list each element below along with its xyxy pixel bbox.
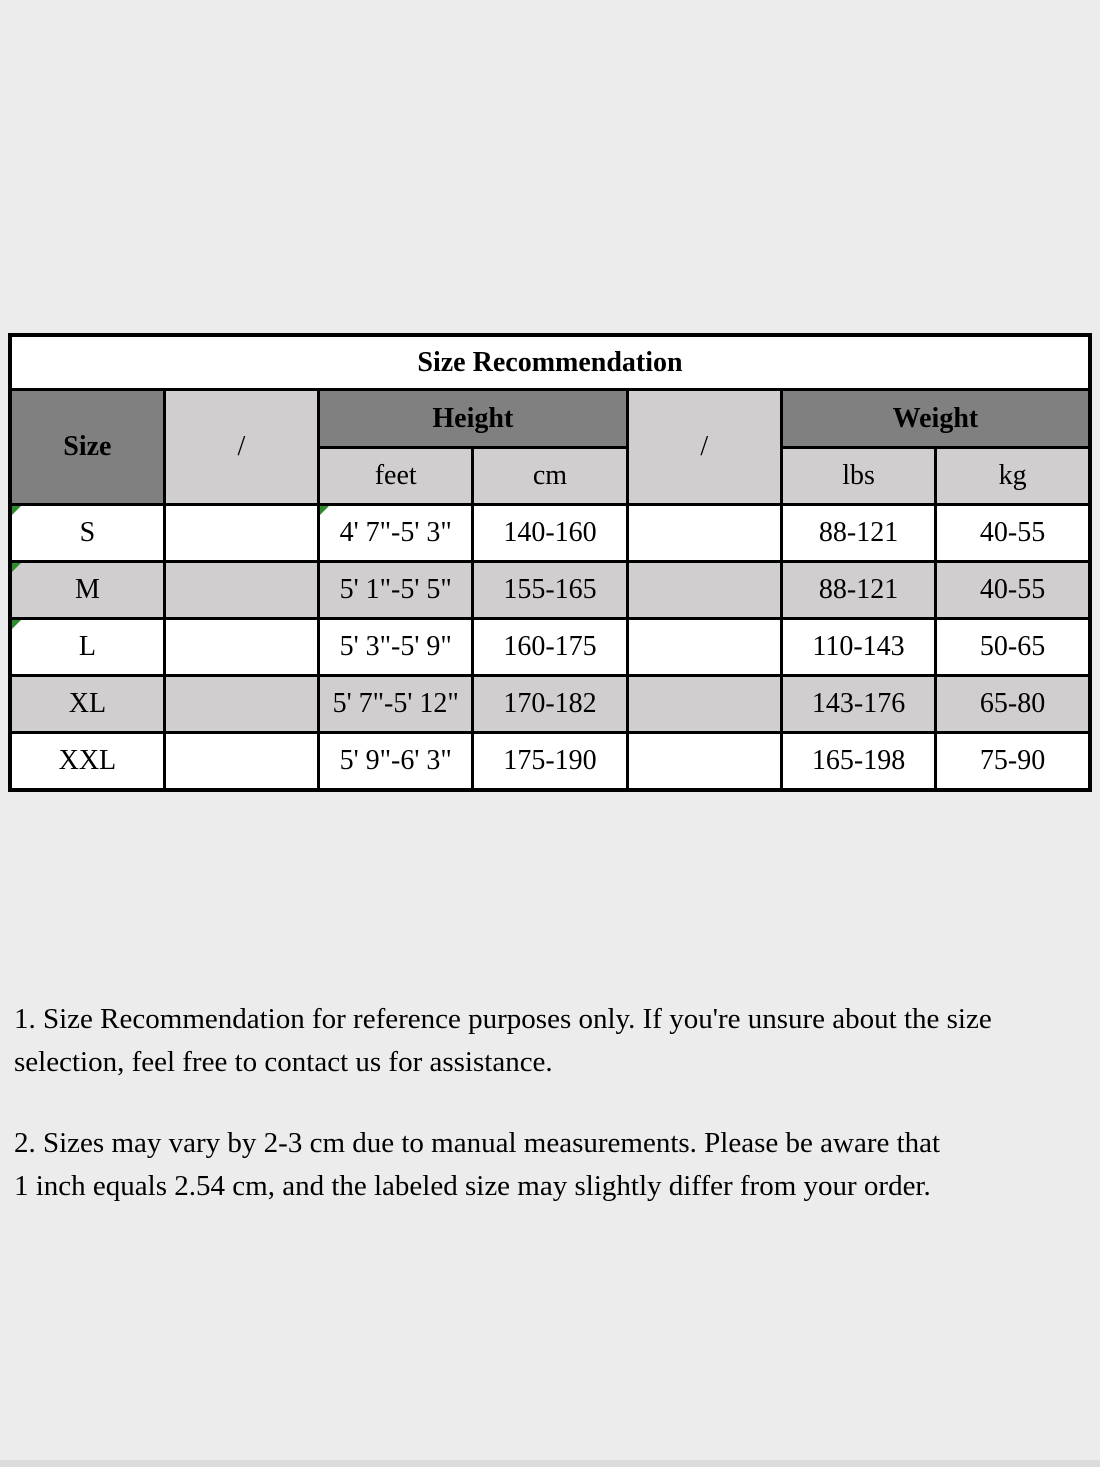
slash-cell bbox=[625, 731, 783, 792]
slash-cell bbox=[162, 503, 321, 563]
weight-kg-cell: 65-80 bbox=[934, 674, 1092, 734]
header-kg: kg bbox=[934, 446, 1092, 506]
height-cm-cell: 175-190 bbox=[471, 731, 629, 792]
weight-kg-cell: 40-55 bbox=[934, 560, 1092, 620]
header-slash-1: / bbox=[162, 388, 321, 506]
size-value: L bbox=[78, 631, 96, 662]
slash-cell bbox=[625, 617, 783, 677]
bottom-edge-strip bbox=[0, 1460, 1100, 1467]
weight-lbs-cell: 88-121 bbox=[779, 503, 938, 563]
slash-cell bbox=[162, 731, 321, 792]
height-feet-value: 4' 7"-5' 3" bbox=[339, 517, 452, 548]
header-weight: Weight bbox=[779, 388, 1092, 449]
header-lbs: lbs bbox=[779, 446, 938, 506]
header-height: Height bbox=[317, 388, 629, 449]
size-cell: M bbox=[8, 560, 166, 620]
slash-cell bbox=[162, 560, 321, 620]
cell-flag-icon bbox=[13, 507, 21, 515]
table-row-xl: XL 5' 7"-5' 12" 170-182 143-176 65-80 bbox=[8, 674, 1092, 734]
slash-cell bbox=[162, 617, 321, 677]
height-cm-cell: 140-160 bbox=[471, 503, 629, 563]
weight-kg-cell: 40-55 bbox=[934, 503, 1092, 563]
header-row-units: feet cm lbs kg bbox=[10, 446, 1092, 506]
header-size: Size bbox=[8, 388, 166, 506]
header-row-groups: Size / Height / Weight bbox=[8, 388, 1092, 506]
table-row-l: L 5' 3"-5' 9" 160-175 110-143 50-65 bbox=[8, 617, 1092, 677]
cell-flag-icon bbox=[13, 564, 21, 572]
size-cell: S bbox=[8, 503, 166, 563]
slash-cell bbox=[162, 674, 321, 734]
height-feet-cell: 5' 7"-5' 12" bbox=[317, 674, 475, 734]
table-title: Size Recommendation bbox=[8, 333, 1092, 391]
height-cm-cell: 160-175 bbox=[471, 617, 629, 677]
size-cell: XXL bbox=[8, 731, 166, 792]
weight-kg-cell: 50-65 bbox=[934, 617, 1092, 677]
weight-lbs-cell: 165-198 bbox=[779, 731, 938, 792]
weight-lbs-cell: 88-121 bbox=[779, 560, 938, 620]
slash-cell bbox=[625, 560, 783, 620]
table-row-s: S 4' 7"-5' 3" 140-160 88-121 40-55 bbox=[8, 503, 1092, 563]
note-1-line-1: 1. Size Recommendation for reference pur… bbox=[14, 1003, 992, 1035]
size-cell: XL bbox=[8, 674, 166, 734]
notes-section: 1. Size Recommendation for reference pur… bbox=[14, 998, 1092, 1208]
size-value: M bbox=[74, 574, 100, 605]
note-1-line-2: selection, feel free to contact us for a… bbox=[14, 1046, 553, 1078]
header-slash-2: / bbox=[625, 388, 783, 506]
note-2-line-1: 2. Sizes may vary by 2-3 cm due to manua… bbox=[14, 1127, 941, 1159]
weight-lbs-cell: 110-143 bbox=[779, 617, 938, 677]
cell-flag-icon bbox=[321, 507, 330, 515]
header-cm: cm bbox=[471, 446, 629, 506]
weight-kg-cell: 75-90 bbox=[934, 731, 1092, 792]
note-1: 1. Size Recommendation for reference pur… bbox=[14, 998, 1092, 1084]
header-feet: feet bbox=[317, 446, 475, 506]
note-2-line-2: 1 inch equals 2.54 cm, and the labeled s… bbox=[14, 1170, 931, 1202]
height-feet-cell: 5' 3"-5' 9" bbox=[317, 617, 475, 677]
size-cell: L bbox=[8, 617, 166, 677]
slash-cell bbox=[625, 674, 783, 734]
height-cm-cell: 170-182 bbox=[471, 674, 629, 734]
height-feet-cell: 5' 9"-6' 3" bbox=[317, 731, 475, 792]
title-row: Size Recommendation bbox=[8, 333, 1092, 391]
cell-flag-icon bbox=[13, 621, 21, 629]
weight-lbs-cell: 143-176 bbox=[779, 674, 938, 734]
height-feet-cell: 4' 7"-5' 3" bbox=[317, 503, 475, 563]
size-value: S bbox=[79, 517, 96, 548]
height-cm-cell: 155-165 bbox=[471, 560, 629, 620]
table-row-xxl: XXL 5' 9"-6' 3" 175-190 165-198 75-90 bbox=[8, 731, 1092, 792]
slash-cell bbox=[625, 503, 783, 563]
note-2: 2. Sizes may vary by 2-3 cm due to manua… bbox=[14, 1122, 1092, 1208]
height-feet-cell: 5' 1"-5' 5" bbox=[317, 560, 475, 620]
table-row-m: M 5' 1"-5' 5" 155-165 88-121 40-55 bbox=[8, 560, 1092, 620]
size-recommendation-table: Size Recommendation Size / Height / Weig… bbox=[8, 333, 1092, 792]
